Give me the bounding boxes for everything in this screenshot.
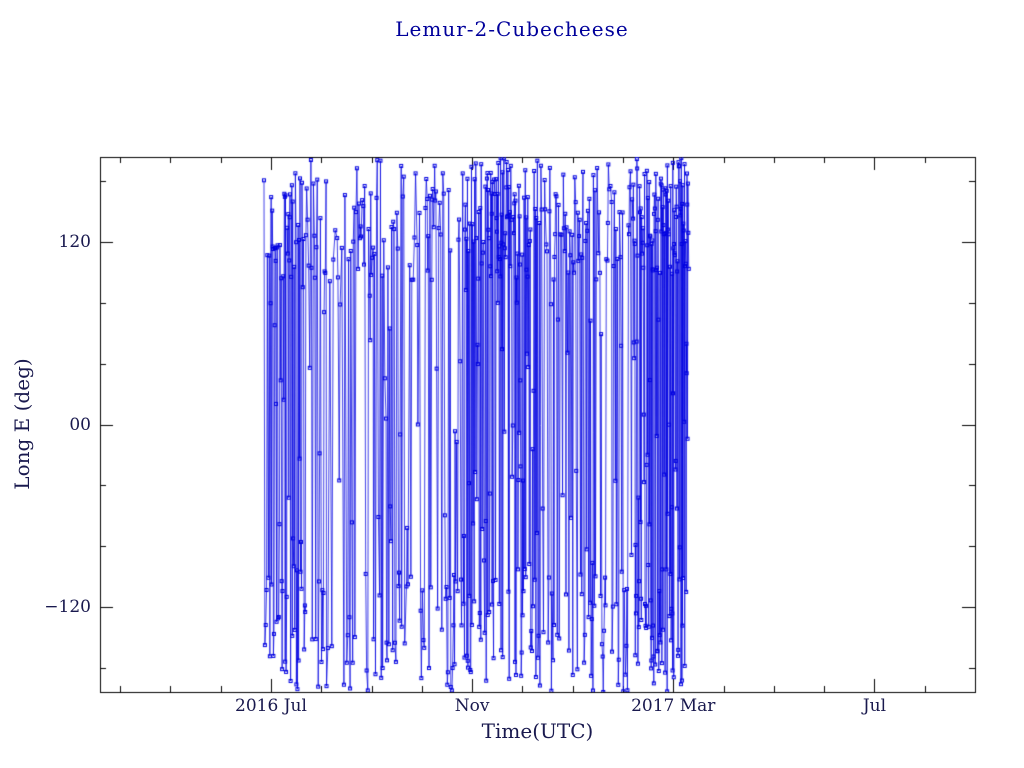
y-tick-label: −120 <box>44 596 91 617</box>
x-tick-label: Jul <box>862 696 887 716</box>
y-tick-label: 120 <box>58 232 91 253</box>
x-tick-label: 2017 Mar <box>631 696 716 716</box>
y-tick-label: 00 <box>69 414 91 435</box>
chart-title: Lemur-2-Cubecheese <box>395 17 629 41</box>
x-tick-label: 2016 Jul <box>235 696 307 716</box>
x-axis-label: Time(UTC) <box>481 719 594 743</box>
x-tick-label: Nov <box>454 696 490 716</box>
